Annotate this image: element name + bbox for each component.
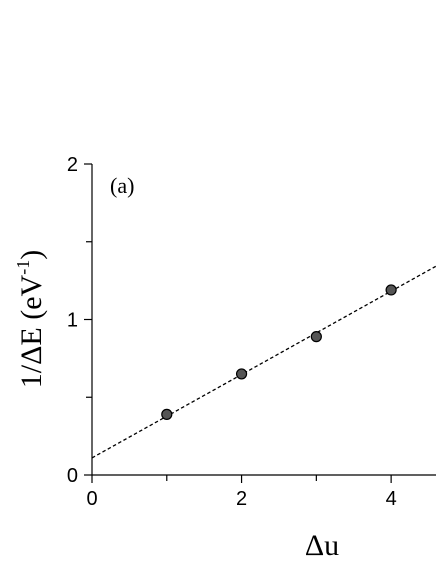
x-tick-label: 0 <box>86 488 97 510</box>
axes <box>91 164 436 476</box>
y-axis-label-close: ) <box>15 250 48 260</box>
y-axis-label-main: 1/ΔE (eV <box>15 274 48 388</box>
x-axis-label: Δu <box>305 529 339 562</box>
data-point <box>161 408 173 420</box>
data-point <box>310 331 322 343</box>
y-tick-label: 0 <box>67 465 78 487</box>
panel-label: (a) <box>110 173 134 198</box>
fit-line <box>91 265 436 459</box>
data-point <box>235 368 248 380</box>
data-points <box>161 284 397 420</box>
y-axis-label: 1/ΔE (eV-1) <box>13 250 48 388</box>
fit-layer <box>91 265 436 459</box>
y-tick-label: 2 <box>67 154 78 176</box>
y-tick-label: 1 <box>67 310 78 332</box>
y-axis-label-superscript: -1 <box>13 260 33 275</box>
data-point <box>385 284 397 296</box>
x-tick-label: 4 <box>386 488 397 510</box>
x-tick-label: 2 <box>236 488 247 510</box>
ticks: 0 1 2 0 2 4 <box>67 154 397 510</box>
